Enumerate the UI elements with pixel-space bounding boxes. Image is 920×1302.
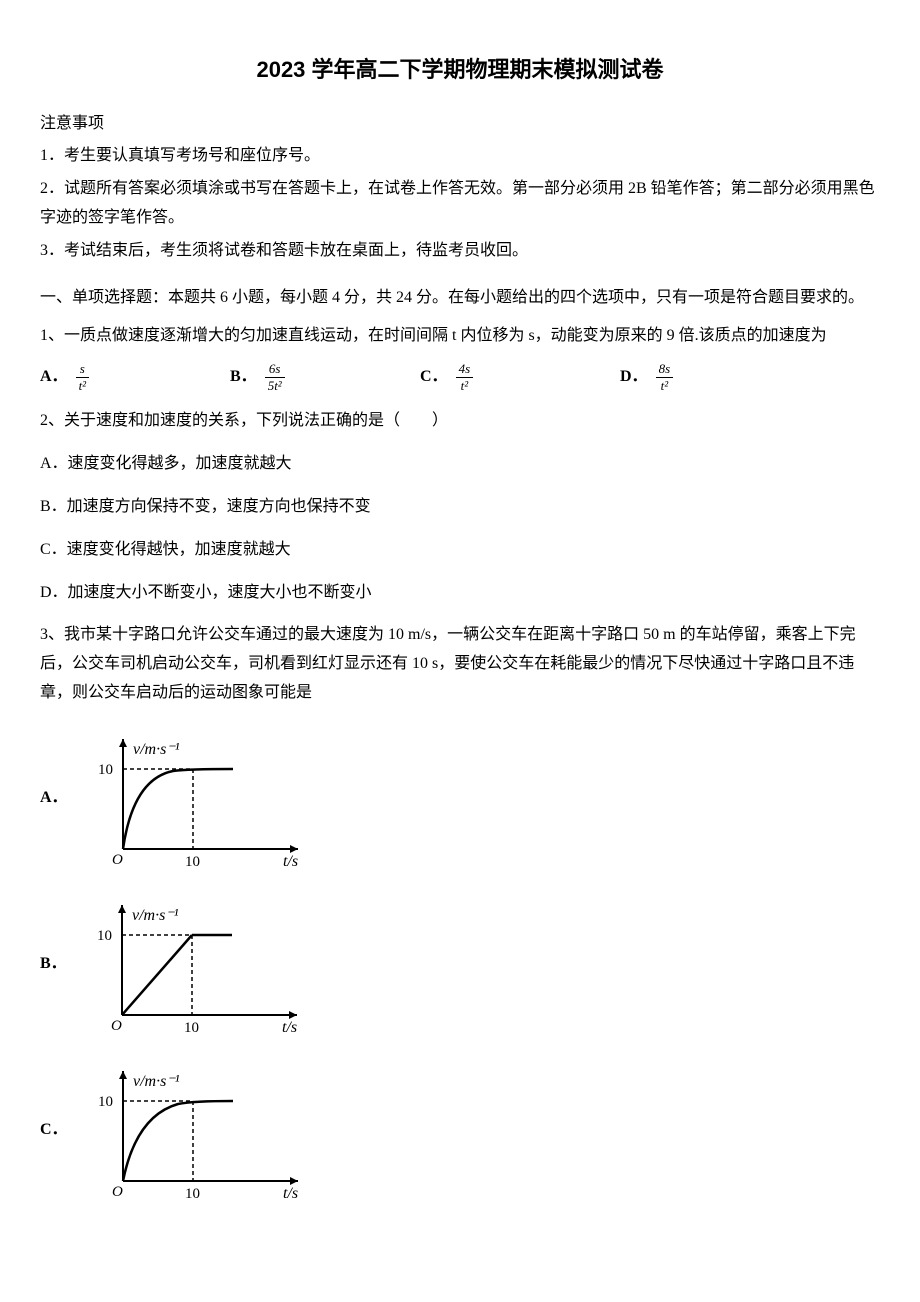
instruction-1: 1．考生要认真填写考场号和座位序号。 [40, 142, 880, 171]
ytick: 10 [97, 928, 112, 944]
fraction-b: 6s 5t² [265, 361, 285, 393]
denominator: t² [76, 378, 90, 394]
numerator: 6s [265, 361, 285, 378]
instruction-3: 3．考试结束后，考生须将试卷和答题卡放在桌面上，待监考员收回。 [40, 237, 880, 266]
numerator: 4s [456, 361, 474, 378]
denominator: t² [456, 378, 474, 394]
option-letter-c: C． [40, 1116, 68, 1145]
fraction-c: 4s t² [456, 361, 474, 393]
numerator: 8s [656, 361, 674, 378]
option-letter-d: D． [620, 363, 648, 392]
q2-option-a: A．速度变化得越多，加速度就越大 [40, 450, 880, 479]
page-title: 2023 学年高二下学期物理期末模拟测试卷 [40, 50, 880, 90]
numerator: s [76, 361, 90, 378]
denominator: t² [656, 378, 674, 394]
q2-option-b: B．加速度方向保持不变，速度方向也保持不变 [40, 493, 880, 522]
ytick: 10 [98, 762, 113, 778]
fraction-a: s t² [76, 361, 90, 393]
xtick: 10 [185, 1186, 200, 1202]
ytick: 10 [98, 1094, 113, 1110]
q3-option-a: A． v/m·s⁻¹ 10 O 10 t/s [40, 724, 880, 874]
ylabel: v/m·s⁻¹ [133, 741, 180, 758]
origin: O [112, 852, 123, 868]
option-letter-b: B． [230, 363, 257, 392]
q1-option-a: A． s t² [40, 361, 230, 393]
graph-a: v/m·s⁻¹ 10 O 10 t/s [78, 724, 318, 874]
question-1-options: A． s t² B． 6s 5t² C． 4s t² D． 8s t² [40, 361, 880, 393]
option-letter-a: A． [40, 784, 68, 813]
denominator: 5t² [265, 378, 285, 394]
xlabel: t/s [283, 853, 298, 870]
xtick: 10 [184, 1020, 199, 1036]
option-letter-c: C． [420, 363, 448, 392]
q2-option-d: D．加速度大小不断变小，速度大小也不断变小 [40, 579, 880, 608]
xlabel: t/s [282, 1019, 297, 1036]
ylabel: v/m·s⁻¹ [133, 1073, 180, 1090]
instruction-2: 2．试题所有答案必须填涂或书写在答题卡上，在试卷上作答无效。第一部分必须用 2B… [40, 175, 880, 233]
graph-b: v/m·s⁻¹ 10 O 10 t/s [77, 890, 317, 1040]
q1-option-d: D． 8s t² [620, 361, 810, 393]
fraction-d: 8s t² [656, 361, 674, 393]
origin: O [111, 1018, 122, 1034]
q1-option-b: B． 6s 5t² [230, 361, 420, 393]
question-1-text: 1、一质点做速度逐渐增大的匀加速直线运动，在时间间隔 t 内位移为 s，动能变为… [40, 322, 880, 351]
q3-option-b: B． v/m·s⁻¹ 10 O 10 t/s [40, 890, 880, 1040]
notice-label: 注意事项 [40, 110, 880, 139]
question-3-text: 3、我市某十字路口允许公交车通过的最大速度为 10 m/s，一辆公交车在距离十字… [40, 621, 880, 707]
xlabel: t/s [283, 1185, 298, 1202]
option-letter-b: B． [40, 950, 67, 979]
q1-option-c: C． 4s t² [420, 361, 620, 393]
origin: O [112, 1184, 123, 1200]
option-letter-a: A． [40, 363, 68, 392]
section-1-intro: 一、单项选择题：本题共 6 小题，每小题 4 分，共 24 分。在每小题给出的四… [40, 284, 880, 313]
xtick: 10 [185, 854, 200, 870]
q3-option-c: C． v/m·s⁻¹ 10 O 10 t/s [40, 1056, 880, 1206]
question-2-text: 2、关于速度和加速度的关系，下列说法正确的是（ ） [40, 407, 880, 436]
q2-option-c: C．速度变化得越快，加速度就越大 [40, 536, 880, 565]
ylabel: v/m·s⁻¹ [132, 907, 179, 924]
graph-c: v/m·s⁻¹ 10 O 10 t/s [78, 1056, 318, 1206]
